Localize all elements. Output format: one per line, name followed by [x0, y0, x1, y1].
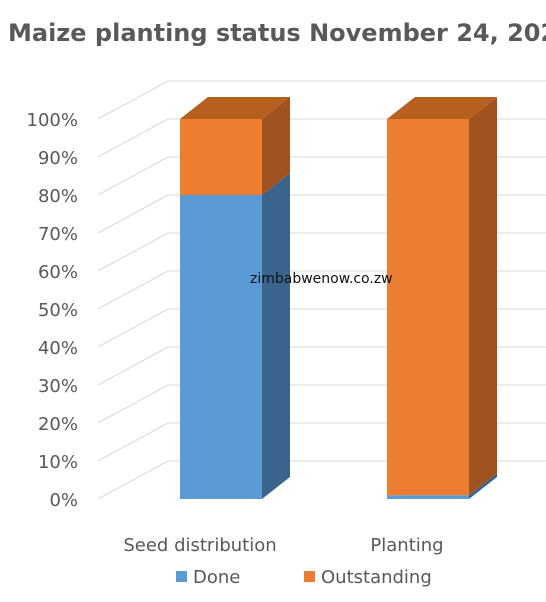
- y-tick-label: 0%: [49, 490, 78, 511]
- gridline-diagonal: [97, 118, 169, 158]
- bar-top: [180, 97, 290, 119]
- y-tick-label: 10%: [38, 452, 78, 473]
- y-tick-label: 60%: [38, 262, 78, 283]
- gridline-diagonal: [97, 460, 169, 500]
- y-tick-label: 40%: [38, 338, 78, 359]
- category-label: Seed distribution: [123, 535, 276, 556]
- category-label: Planting: [370, 535, 443, 556]
- category-labels: Seed distribution Planting: [123, 535, 443, 556]
- gridline-diagonal: [97, 422, 169, 462]
- y-tick-label: 50%: [38, 300, 78, 321]
- bar-segment-outstanding: [180, 119, 262, 195]
- gridline-diagonal: [97, 80, 169, 120]
- gridline-diagonal: [97, 270, 169, 310]
- bar-side-done: [262, 173, 290, 499]
- y-tick-label: 100%: [27, 110, 78, 131]
- y-tick-label: 20%: [38, 414, 78, 435]
- gridline-diagonal: [97, 194, 169, 234]
- y-tick-label: 80%: [38, 186, 78, 207]
- legend-label: Outstanding: [321, 567, 432, 588]
- bar-top: [387, 97, 497, 119]
- y-tick-label: 30%: [38, 376, 78, 397]
- y-axis-ticks: 0% 10% 20% 30% 40% 50% 60% 70% 80% 90% 100%: [27, 110, 78, 511]
- gridline-diagonal: [97, 308, 169, 348]
- gridline-diagonal: [97, 156, 169, 196]
- watermark: zimbabwenow.co.zw: [250, 271, 393, 287]
- bar-side-done: [469, 473, 497, 499]
- legend-label: Done: [193, 567, 240, 588]
- legend: Done Outstanding: [176, 567, 432, 588]
- gridline-diagonal: [97, 384, 169, 424]
- bar-segment-outstanding: [387, 119, 469, 496]
- legend-swatch: [304, 571, 315, 582]
- bar-side-outstanding: [469, 97, 497, 496]
- bar-side-outstanding: [262, 97, 290, 195]
- bar-segment-done: [387, 495, 469, 499]
- gridline-diagonal: [97, 346, 169, 386]
- y-tick-label: 70%: [38, 224, 78, 245]
- legend-swatch: [176, 571, 187, 582]
- chart-title: Maize planting status November 24, 2022: [8, 19, 546, 47]
- y-tick-label: 90%: [38, 148, 78, 169]
- bar-segment-done: [180, 195, 262, 499]
- bars: [180, 97, 497, 499]
- gridline-diagonal: [97, 232, 169, 272]
